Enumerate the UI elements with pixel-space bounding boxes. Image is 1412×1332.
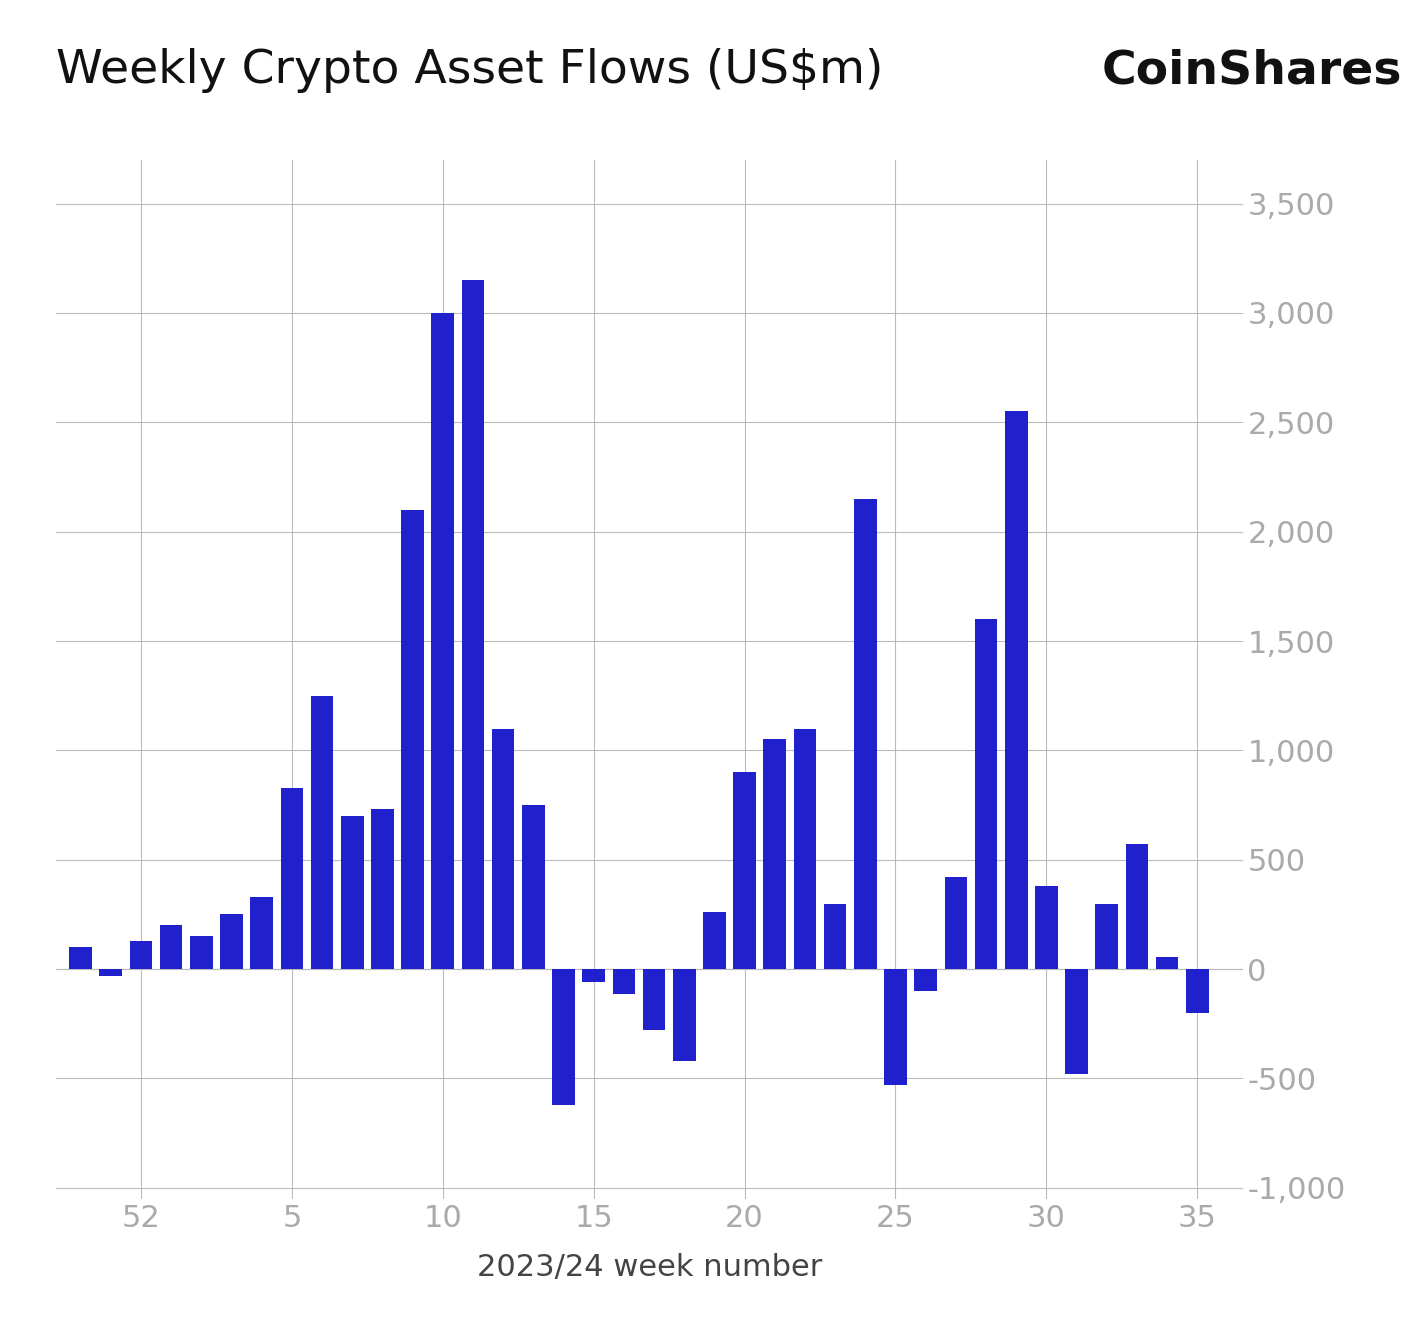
Bar <box>642 970 665 1031</box>
Bar <box>160 926 182 970</box>
Bar <box>582 970 604 982</box>
Bar <box>69 947 92 970</box>
Bar <box>491 729 514 970</box>
Bar <box>401 510 424 970</box>
Bar <box>432 313 455 970</box>
Bar <box>281 787 304 970</box>
Bar <box>371 810 394 970</box>
Bar <box>1035 886 1058 970</box>
Bar <box>733 773 755 970</box>
Bar <box>613 970 635 994</box>
Bar <box>884 970 907 1086</box>
Bar <box>462 280 484 970</box>
Bar <box>191 936 213 970</box>
Bar <box>99 970 121 976</box>
Bar <box>552 970 575 1104</box>
Bar <box>974 619 997 970</box>
Bar <box>794 729 816 970</box>
Bar <box>1186 970 1209 1012</box>
Bar <box>1065 970 1087 1074</box>
Bar <box>854 500 877 970</box>
Bar <box>130 940 152 970</box>
Text: CoinShares: CoinShares <box>1101 48 1402 93</box>
Bar <box>1125 844 1148 970</box>
Bar <box>764 739 786 970</box>
Bar <box>703 912 726 970</box>
Bar <box>674 970 696 1062</box>
Bar <box>220 915 243 970</box>
Bar <box>823 903 846 970</box>
Bar <box>1156 958 1179 970</box>
Bar <box>522 805 545 970</box>
Text: Weekly Crypto Asset Flows (US$m): Weekly Crypto Asset Flows (US$m) <box>56 48 884 93</box>
Bar <box>1096 903 1118 970</box>
Bar <box>945 878 967 970</box>
Bar <box>311 695 333 970</box>
Bar <box>340 817 363 970</box>
Bar <box>915 970 938 991</box>
Bar <box>250 896 273 970</box>
Bar <box>1005 412 1028 970</box>
X-axis label: 2023/24 week number: 2023/24 week number <box>477 1253 822 1283</box>
